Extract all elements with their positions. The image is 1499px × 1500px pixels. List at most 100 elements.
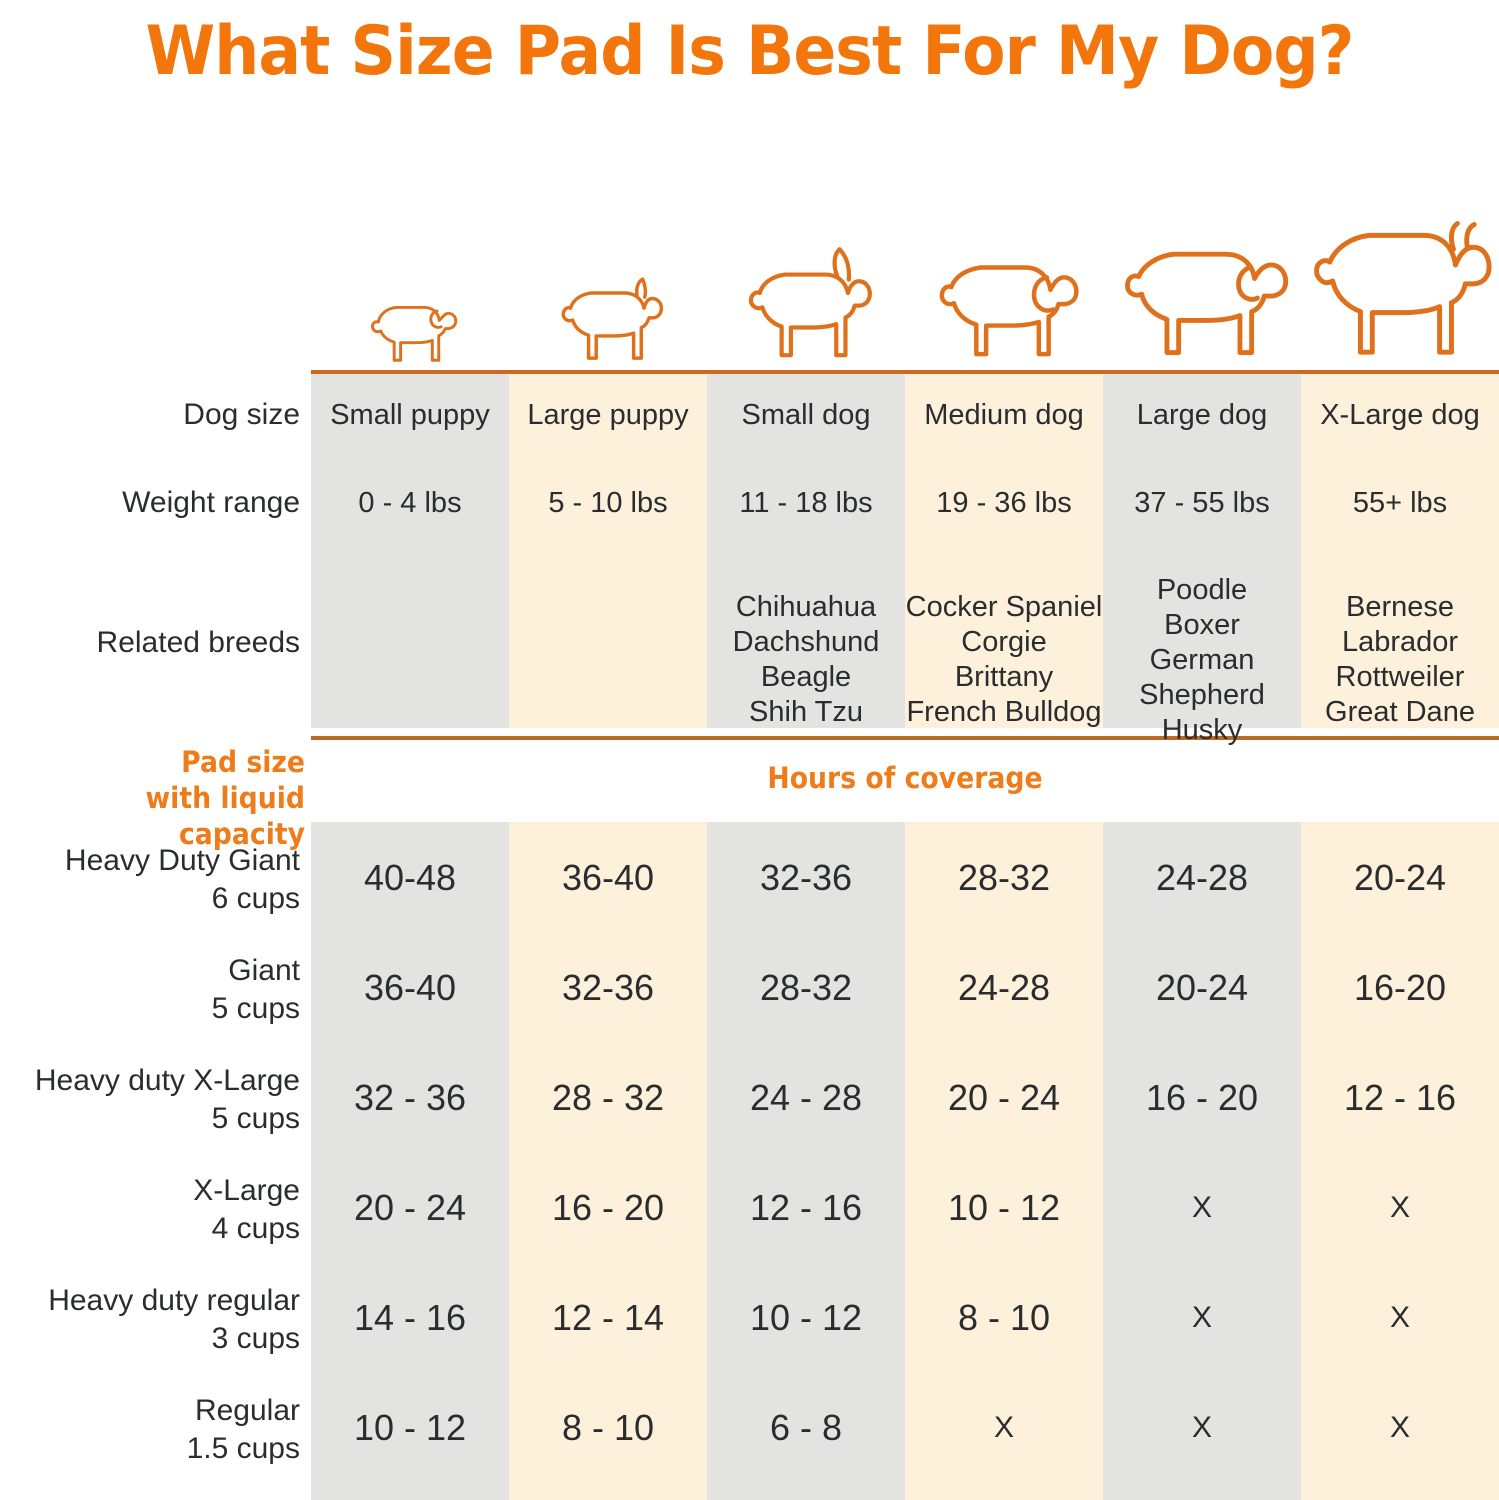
- cell-coverage-hours: 24-28: [957, 967, 1051, 1008]
- cell-unavailable: X: [993, 1411, 1014, 1444]
- cell-dog-size: Medium dog: [924, 399, 1084, 431]
- cell-coverage-hours: 10 - 12: [947, 1187, 1061, 1228]
- cell-dog-size: X-Large dog: [1320, 399, 1480, 431]
- pad-row-label: Heavy Duty Giant 6 cups: [0, 842, 300, 918]
- pad-capacity: 4 cups: [211, 1212, 300, 1245]
- cell-coverage-hours: 32-36: [561, 967, 655, 1008]
- breed-name: Brittany: [954, 661, 1054, 693]
- column-band: [1103, 374, 1301, 1500]
- cell-coverage-hours: 16-20: [1353, 967, 1447, 1008]
- section-divider: [311, 736, 1499, 740]
- cell-dog-size: Large puppy: [527, 399, 689, 431]
- pad-name: Regular: [194, 1394, 300, 1427]
- pad-row-label: Regular 1.5 cups: [0, 1392, 300, 1468]
- cell-coverage-hours: 20 - 24: [947, 1077, 1061, 1118]
- cell-coverage-hours: 6 - 8: [769, 1407, 843, 1448]
- breed-name: Great Dane: [1325, 696, 1475, 728]
- cell-unavailable: X: [1191, 1301, 1212, 1334]
- dog-medium-icon: [905, 150, 1103, 372]
- pad-row-label: Heavy duty regular 3 cups: [0, 1282, 300, 1358]
- column-band: [905, 374, 1103, 1500]
- breed-name: Rottweiler: [1335, 661, 1465, 693]
- dog-small-puppy-icon: [311, 150, 509, 372]
- cell-related-breeds: Bernese Labrador Rottweiler Great Dane: [1301, 590, 1499, 730]
- cell-coverage-hours: 10 - 12: [749, 1297, 863, 1338]
- breed-name: Cocker Spaniel: [905, 591, 1103, 623]
- cell-coverage-hours: 8 - 10: [957, 1297, 1051, 1338]
- cell-coverage-hours: 20-24: [1353, 857, 1447, 898]
- pad-size-header: Pad size with liquid capacity: [24, 744, 305, 852]
- cell-weight-range: 11 - 18 lbs: [739, 487, 873, 519]
- cell-weight-range: 0 - 4 lbs: [358, 487, 462, 519]
- pad-capacity: 6 cups: [211, 882, 300, 915]
- cell-coverage-hours: 40-48: [363, 857, 457, 898]
- pad-name: Heavy duty regular: [48, 1284, 300, 1317]
- band-gap: [311, 728, 1499, 822]
- breed-name: Poodle: [1156, 574, 1248, 606]
- pad-row-label: Giant 5 cups: [0, 952, 300, 1028]
- cell-coverage-hours: 12 - 16: [1343, 1077, 1457, 1118]
- column-band: [707, 374, 905, 1500]
- pad-size-header-line1: Pad size: [181, 745, 305, 779]
- row-label-weight-range: Weight range: [122, 486, 300, 519]
- column-band: [509, 374, 707, 1500]
- cell-coverage-hours: 20 - 24: [353, 1187, 467, 1228]
- cell-unavailable: X: [1389, 1411, 1410, 1444]
- pad-name: X-Large: [193, 1174, 300, 1207]
- dog-silhouette-row: [311, 150, 1499, 372]
- cell-coverage-hours: 12 - 16: [749, 1187, 863, 1228]
- pad-name: Heavy Duty Giant: [64, 844, 300, 877]
- cell-coverage-hours: 32 - 36: [353, 1077, 467, 1118]
- breed-name: Chihuahua: [735, 591, 877, 623]
- dog-large-puppy-icon: [509, 150, 707, 372]
- pad-capacity: 3 cups: [211, 1322, 300, 1355]
- breed-name: Corgie: [961, 626, 1047, 658]
- cell-weight-range: 5 - 10 lbs: [548, 487, 668, 519]
- pad-size-header-line2: with liquid capacity: [145, 781, 305, 851]
- breed-name: Boxer: [1164, 609, 1240, 641]
- column-band: [1301, 374, 1499, 1500]
- cell-coverage-hours: 12 - 14: [551, 1297, 665, 1338]
- pad-row-label: X-Large 4 cups: [0, 1172, 300, 1248]
- cell-coverage-hours: 28-32: [759, 967, 853, 1008]
- breed-name: Shepherd: [1139, 679, 1265, 711]
- cell-unavailable: X: [1191, 1191, 1212, 1224]
- cell-unavailable: X: [1191, 1411, 1212, 1444]
- breed-name: Labrador: [1341, 626, 1459, 658]
- breed-name: Husky: [1161, 714, 1243, 746]
- cell-related-breeds: Cocker Spaniel Corgie Brittany French Bulld…: [905, 590, 1103, 730]
- pad-name: Giant: [228, 954, 300, 987]
- breed-name: Dachshund: [732, 626, 880, 658]
- row-label-related-breeds: Related breeds: [96, 626, 300, 659]
- breed-name: German: [1149, 644, 1255, 676]
- cell-coverage-hours: 36-40: [363, 967, 457, 1008]
- cell-coverage-hours: 28 - 32: [551, 1077, 665, 1118]
- cell-coverage-hours: 10 - 12: [353, 1407, 467, 1448]
- breed-name: Bernese: [1345, 591, 1454, 623]
- pad-capacity: 5 cups: [211, 992, 300, 1025]
- breed-name: Shih Tzu: [749, 696, 863, 728]
- cell-unavailable: X: [1389, 1301, 1410, 1334]
- cell-weight-range: 19 - 36 lbs: [936, 487, 1072, 519]
- cell-coverage-hours: 24-28: [1155, 857, 1249, 898]
- cell-coverage-hours: 8 - 10: [561, 1407, 655, 1448]
- cell-coverage-hours: 20-24: [1155, 967, 1249, 1008]
- cell-related-breeds: Poodle Boxer German Shepherd Husky: [1103, 573, 1301, 748]
- cell-coverage-hours: 16 - 20: [551, 1187, 665, 1228]
- cell-unavailable: X: [1389, 1191, 1410, 1224]
- pad-row-label: Heavy duty X-Large 5 cups: [0, 1062, 300, 1138]
- pad-capacity: 1.5 cups: [186, 1432, 300, 1465]
- ground-line: [311, 370, 1499, 374]
- cell-weight-range: 37 - 55 lbs: [1134, 487, 1270, 519]
- cell-coverage-hours: 28-32: [957, 857, 1051, 898]
- dog-xlarge-icon: [1301, 150, 1499, 372]
- dog-large-icon: [1103, 150, 1301, 372]
- column-band: [311, 374, 509, 1500]
- cell-coverage-hours: 24 - 28: [749, 1077, 863, 1118]
- cell-weight-range: 55+ lbs: [1352, 487, 1448, 519]
- cell-coverage-hours: 16 - 20: [1145, 1077, 1259, 1118]
- row-label-dog-size: Dog size: [183, 398, 300, 431]
- cell-coverage-hours: 36-40: [561, 857, 655, 898]
- breed-name: French Bulldog: [906, 696, 1102, 728]
